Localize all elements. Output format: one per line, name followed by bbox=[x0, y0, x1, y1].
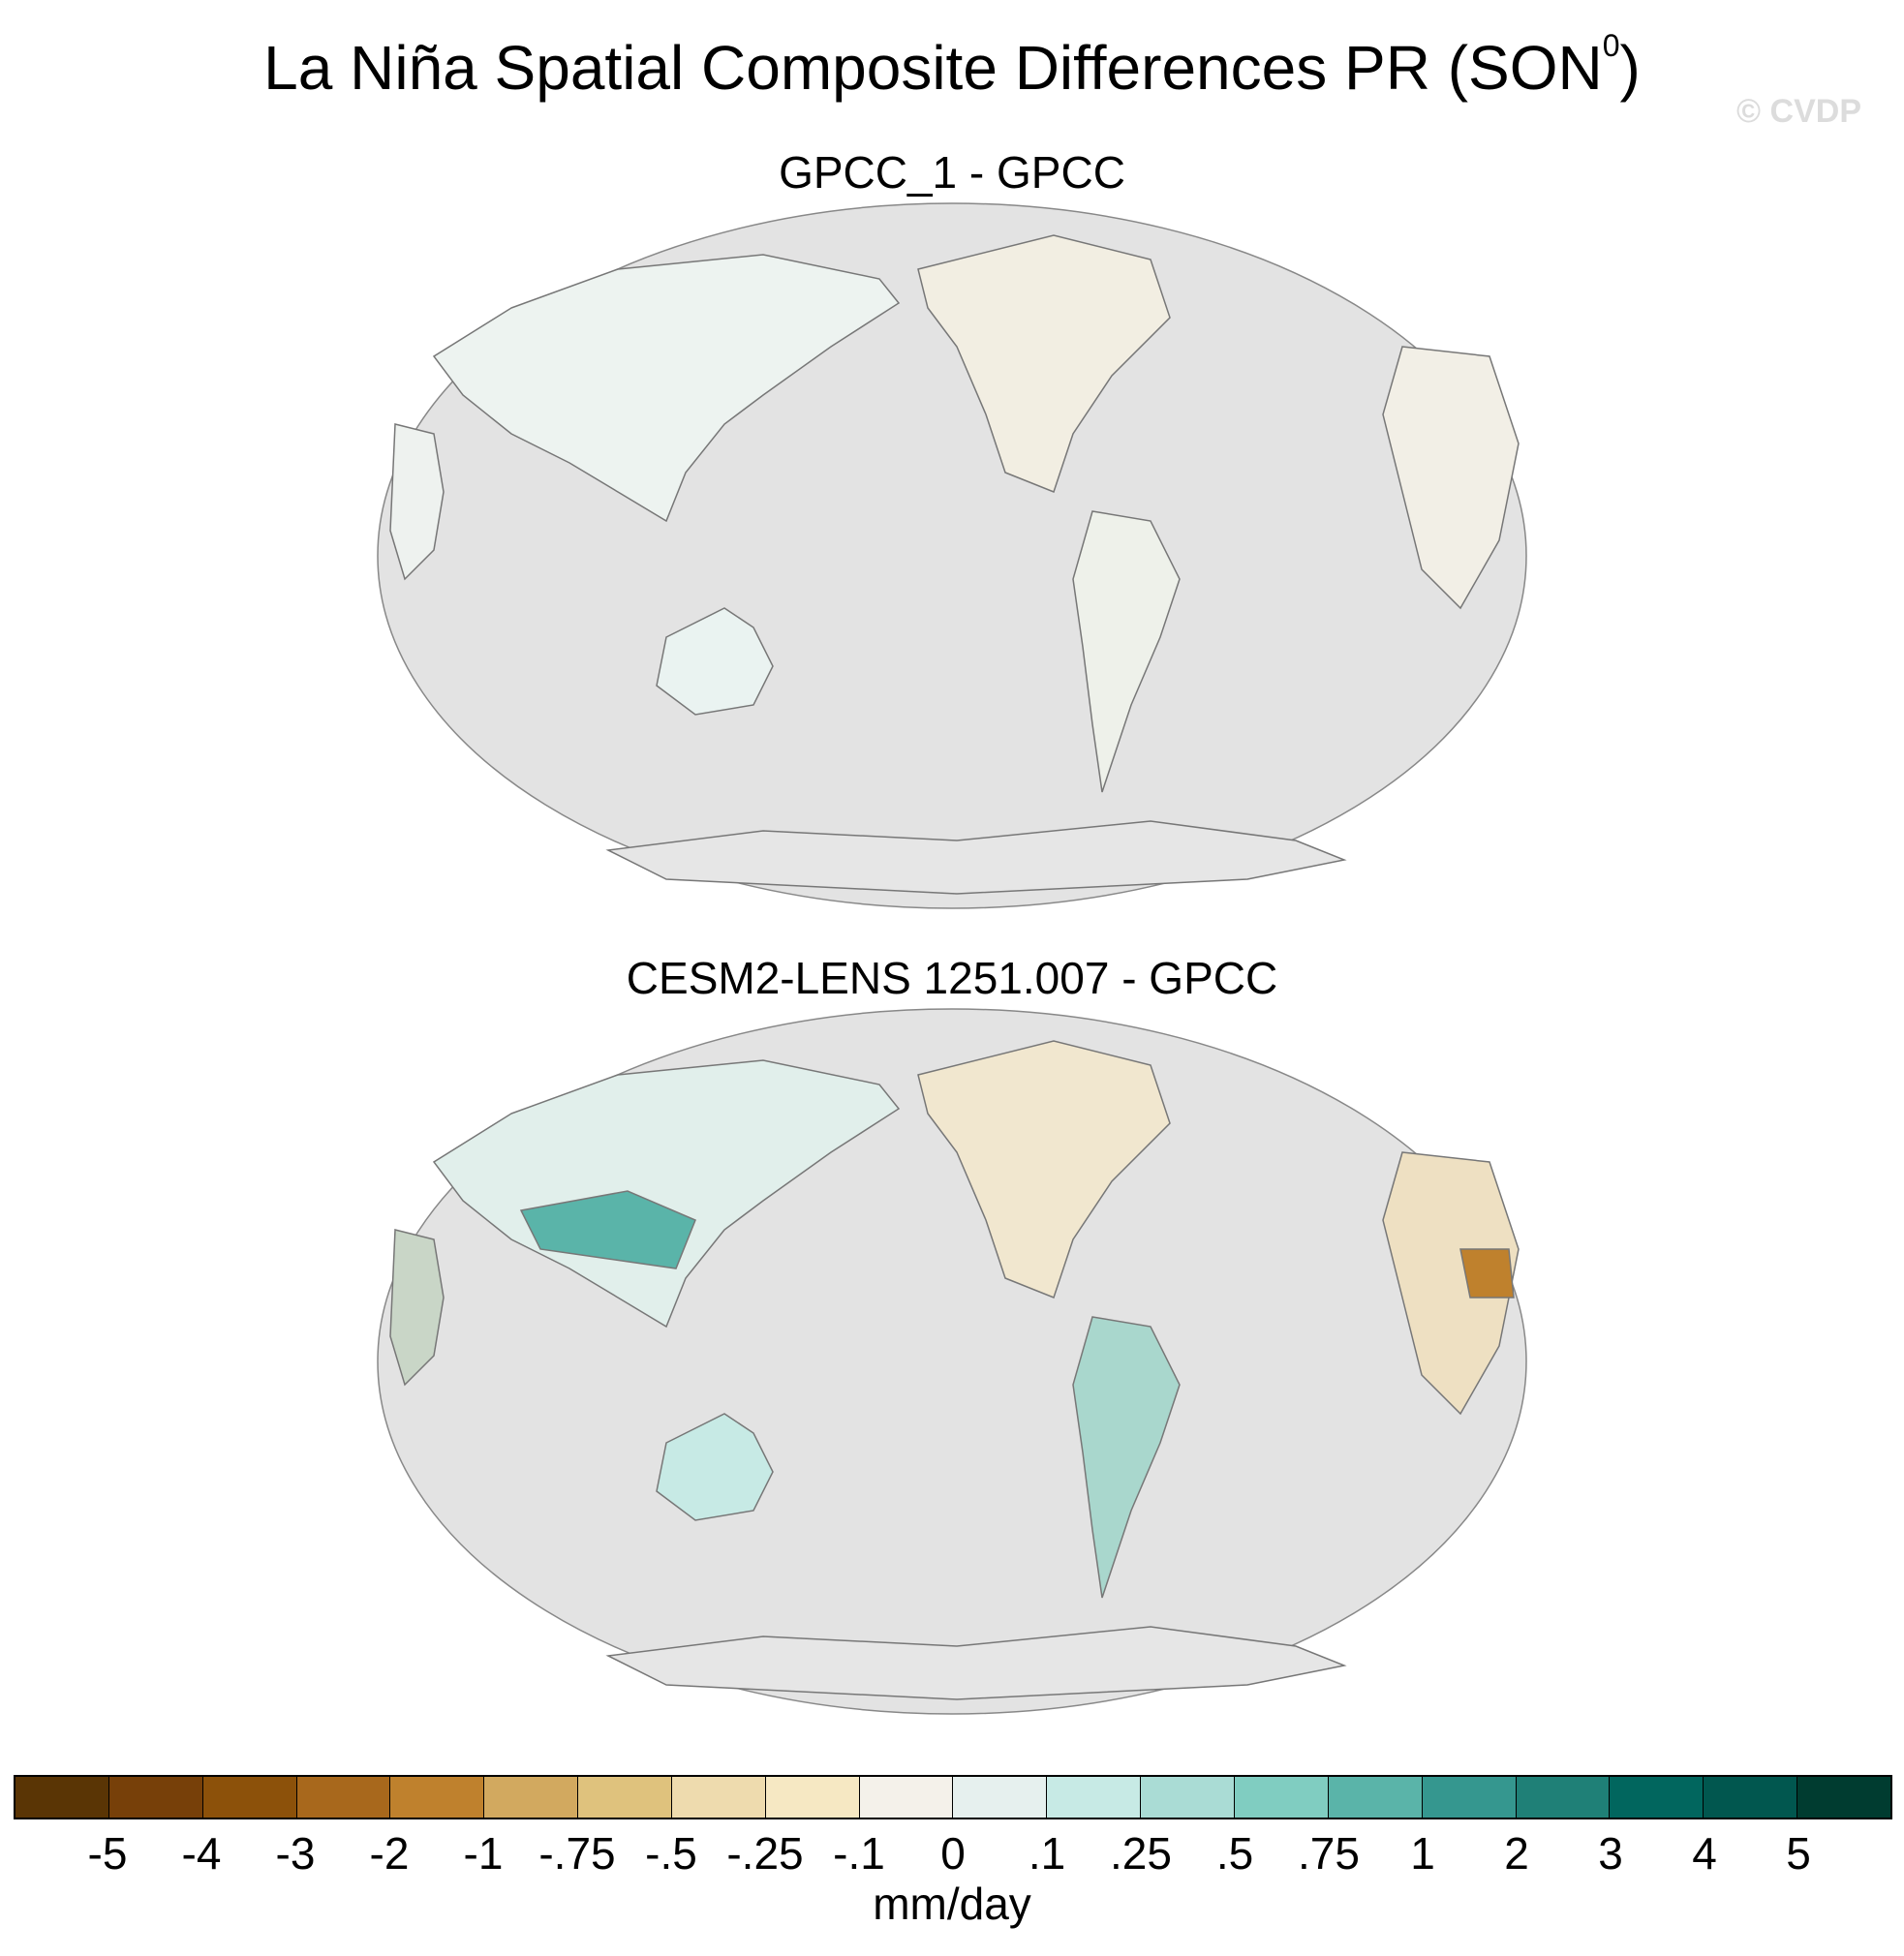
panel-1-title: GPCC_1 - GPCC bbox=[779, 147, 1125, 198]
colorbar-swatch bbox=[1141, 1777, 1235, 1818]
colorbar-swatch bbox=[859, 1777, 954, 1818]
colorbar-tick-label: -.5 bbox=[645, 1828, 697, 1879]
cvdp-watermark: © CVDP bbox=[1736, 93, 1861, 130]
colorbar-swatch bbox=[1516, 1777, 1611, 1818]
colorbar-swatch bbox=[953, 1777, 1048, 1818]
colorbar-tick-label: 3 bbox=[1598, 1828, 1623, 1879]
colorbar-swatch bbox=[1047, 1777, 1142, 1818]
colorbar-tick-label: -2 bbox=[369, 1828, 410, 1879]
colorbar-tick-label: 5 bbox=[1786, 1828, 1811, 1879]
colorbar-swatch bbox=[296, 1777, 391, 1818]
colorbar-swatch bbox=[15, 1777, 109, 1818]
colorbar-tick-label: .25 bbox=[1110, 1828, 1172, 1879]
colorbar-tick-label: 0 bbox=[940, 1828, 966, 1879]
colorbar-swatch bbox=[1797, 1777, 1890, 1818]
colorbar-tick-label: 2 bbox=[1504, 1828, 1529, 1879]
colorbar-swatch bbox=[108, 1777, 203, 1818]
colorbar bbox=[14, 1775, 1892, 1819]
colorbar-swatch bbox=[1422, 1777, 1517, 1818]
colorbar-units: mm/day bbox=[873, 1879, 1031, 1929]
panel-1-map-svg bbox=[377, 202, 1527, 909]
colorbar-swatch bbox=[390, 1777, 485, 1818]
colorbar-tick-label: .5 bbox=[1215, 1828, 1254, 1879]
colorbar-tick-label: -4 bbox=[181, 1828, 222, 1879]
figure-title-text: La Niña Spatial Composite Differences PR… bbox=[263, 33, 1603, 103]
panel-2-title: CESM2-LENS 1251.007 - GPCC bbox=[626, 953, 1278, 1003]
colorbar-swatch bbox=[671, 1777, 766, 1818]
colorbar-tick-label: -.1 bbox=[833, 1828, 885, 1879]
colorbar-labels: -5 -4 -3 -2 -1 -.75 -.5 -.25 -.1 0 .1 .25 .5 .75 1 2 3 4 5 bbox=[14, 1820, 1892, 1879]
colorbar-swatch bbox=[578, 1777, 672, 1818]
figure-title: La Niña Spatial Composite Differences PR… bbox=[0, 28, 1904, 105]
colorbar-swatch bbox=[1610, 1777, 1704, 1818]
colorbar-tick-label: 4 bbox=[1692, 1828, 1717, 1879]
colorbar-tick-label: -3 bbox=[275, 1828, 316, 1879]
panel-1-map bbox=[376, 201, 1528, 910]
colorbar-swatch bbox=[1234, 1777, 1329, 1818]
colorbar-swatch bbox=[202, 1777, 297, 1818]
colorbar-tick-label: -1 bbox=[463, 1828, 504, 1879]
colorbar-swatch bbox=[765, 1777, 860, 1818]
colorbar-swatch bbox=[1704, 1777, 1798, 1818]
figure-title-close: ) bbox=[1619, 33, 1641, 103]
colorbar-swatch bbox=[484, 1777, 579, 1818]
panel-2-map bbox=[376, 1007, 1528, 1716]
colorbar-tick-label: .75 bbox=[1298, 1828, 1360, 1879]
colorbar-swatch bbox=[1328, 1777, 1423, 1818]
colorbar-tick-label: 1 bbox=[1410, 1828, 1435, 1879]
colorbar-tick-label: -.75 bbox=[538, 1828, 616, 1879]
colorbar-tick-label: .1 bbox=[1028, 1828, 1066, 1879]
figure-title-superscript: 0 bbox=[1602, 28, 1620, 63]
panel-2-map-svg bbox=[377, 1008, 1527, 1715]
colorbar-tick-label: -.25 bbox=[726, 1828, 804, 1879]
colorbar-tick-label: -5 bbox=[87, 1828, 128, 1879]
